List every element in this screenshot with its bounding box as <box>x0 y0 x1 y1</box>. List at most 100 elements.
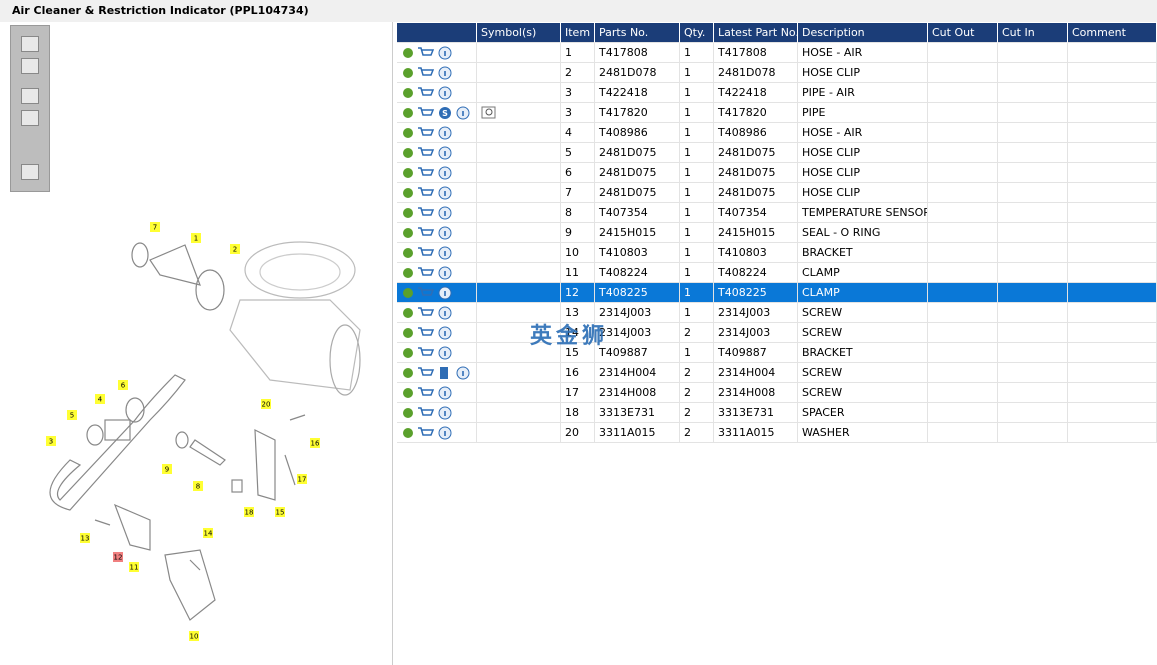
gear-icon[interactable] <box>403 88 413 98</box>
column-header[interactable]: Symbol(s) <box>477 23 561 43</box>
callout-box[interactable] <box>95 394 105 404</box>
badge-icon[interactable] <box>439 107 451 119</box>
callout-box[interactable] <box>193 481 203 491</box>
cart-icon[interactable] <box>418 107 435 116</box>
cart-icon[interactable] <box>418 87 435 96</box>
column-header[interactable]: Latest Part No. <box>714 23 798 43</box>
table-row[interactable]: 11 T408224 1 T408224 CLAMP <box>397 263 1157 283</box>
callout-label[interactable]: 10 <box>190 633 199 641</box>
table-row[interactable]: 4 T408986 1 T408986 HOSE - AIR <box>397 123 1157 143</box>
callout-box[interactable] <box>113 552 123 562</box>
cart-icon[interactable] <box>418 347 435 356</box>
column-header[interactable]: Cut Out <box>928 23 998 43</box>
callout-box[interactable] <box>191 233 201 243</box>
table-row[interactable]: 16 2314H004 2 2314H004 SCREW <box>397 363 1157 383</box>
cart-icon[interactable] <box>418 387 435 396</box>
cart-icon[interactable] <box>418 67 435 76</box>
gear-icon[interactable] <box>403 348 413 358</box>
table-row[interactable]: 14 2314J003 2 2314J003 SCREW <box>397 323 1157 343</box>
table-row[interactable]: 5 2481D075 1 2481D075 HOSE CLIP <box>397 143 1157 163</box>
cart-icon[interactable] <box>418 227 435 236</box>
callout-box[interactable] <box>261 399 271 409</box>
gear-icon[interactable] <box>403 208 413 218</box>
gear-icon[interactable] <box>403 388 413 398</box>
callout-label[interactable]: 18 <box>245 509 254 517</box>
table-row[interactable]: 17 2314H008 2 2314H008 SCREW <box>397 383 1157 403</box>
callout-box[interactable] <box>275 507 285 517</box>
callout-box[interactable] <box>297 474 307 484</box>
callout-box[interactable] <box>46 436 56 446</box>
callout-box[interactable] <box>118 380 128 390</box>
callout-box[interactable] <box>129 562 139 572</box>
gear-icon[interactable] <box>403 368 413 378</box>
callout-box[interactable] <box>230 244 240 254</box>
callout-box[interactable] <box>150 222 160 232</box>
column-header[interactable]: Comment <box>1068 23 1157 43</box>
callout-label[interactable]: 12 <box>114 554 123 562</box>
view-icon[interactable] <box>481 105 497 121</box>
gear-icon[interactable] <box>403 248 413 258</box>
gear-icon[interactable] <box>403 128 413 138</box>
callout-label[interactable]: 2 <box>233 246 237 254</box>
table-row[interactable]: 10 T410803 1 T410803 BRACKET <box>397 243 1157 263</box>
callout-label[interactable]: 11 <box>130 564 139 572</box>
callout-label[interactable]: 16 <box>311 440 320 448</box>
table-row[interactable]: S 3 T417820 1 T417820 PIPE <box>397 103 1157 123</box>
gear-icon[interactable] <box>403 188 413 198</box>
table-row[interactable]: 3 T422418 1 T422418 PIPE - AIR <box>397 83 1157 103</box>
callout-label[interactable]: 9 <box>165 466 169 474</box>
table-row[interactable]: 2 2481D078 1 2481D078 HOSE CLIP <box>397 63 1157 83</box>
doc-icon[interactable] <box>440 367 448 379</box>
zoom-out-button[interactable] <box>21 58 39 74</box>
actual-size-button[interactable] <box>21 110 39 126</box>
table-row[interactable]: 8 T407354 1 T407354 TEMPERATURE SENSOR <box>397 203 1157 223</box>
gear-icon[interactable] <box>403 328 413 338</box>
callout-label[interactable]: 8 <box>196 483 200 491</box>
column-header[interactable]: Item <box>561 23 595 43</box>
cart-icon[interactable] <box>418 47 435 56</box>
callout-label[interactable]: 7 <box>153 224 157 232</box>
gear-icon[interactable] <box>403 168 413 178</box>
cart-icon[interactable] <box>418 147 435 156</box>
zoom-in-button[interactable] <box>21 36 39 52</box>
callout-box[interactable] <box>189 631 199 641</box>
table-row[interactable]: 7 2481D075 1 2481D075 HOSE CLIP <box>397 183 1157 203</box>
cart-icon[interactable] <box>418 427 435 436</box>
callout-label[interactable]: 15 <box>276 509 285 517</box>
table-row[interactable]: 6 2481D075 1 2481D075 HOSE CLIP <box>397 163 1157 183</box>
cart-icon[interactable] <box>418 327 435 336</box>
cart-icon[interactable] <box>418 207 435 216</box>
callout-label[interactable]: 6 <box>121 382 126 390</box>
table-row[interactable]: 15 T409887 1 T409887 BRACKET <box>397 343 1157 363</box>
gear-icon[interactable] <box>403 268 413 278</box>
cart-icon[interactable] <box>418 267 435 276</box>
callout-box[interactable] <box>310 438 320 448</box>
callout-box[interactable] <box>67 410 77 420</box>
callout-label[interactable]: 5 <box>70 412 74 420</box>
gear-icon[interactable] <box>403 108 413 118</box>
callout-label[interactable]: 13 <box>81 535 90 543</box>
cart-icon[interactable] <box>418 127 435 136</box>
table-row[interactable]: 12 T408225 1 T408225 CLAMP <box>397 283 1157 303</box>
callout-label[interactable]: 1 <box>194 235 198 243</box>
callout-box[interactable] <box>203 528 213 538</box>
cart-icon[interactable] <box>418 307 435 316</box>
cart-icon[interactable] <box>418 407 435 416</box>
cart-icon[interactable] <box>418 247 435 256</box>
table-row[interactable]: 9 2415H015 1 2415H015 SEAL - O RING <box>397 223 1157 243</box>
gear-icon[interactable] <box>403 228 413 238</box>
table-row[interactable]: 18 3313E731 2 3313E731 SPACER <box>397 403 1157 423</box>
column-header[interactable]: Cut In <box>998 23 1068 43</box>
callout-box[interactable] <box>162 464 172 474</box>
table-row[interactable]: 1 T417808 1 T417808 HOSE - AIR <box>397 43 1157 63</box>
cart-icon[interactable] <box>418 287 435 296</box>
table-row[interactable]: 20 3311A015 2 3311A015 WASHER <box>397 423 1157 443</box>
callout-label[interactable]: 4 <box>98 396 103 404</box>
gear-icon[interactable] <box>403 148 413 158</box>
export-button[interactable] <box>21 164 39 180</box>
callout-box[interactable] <box>244 507 254 517</box>
gear-icon[interactable] <box>403 408 413 418</box>
gear-icon[interactable] <box>403 308 413 318</box>
gear-icon[interactable] <box>403 428 413 438</box>
cart-icon[interactable] <box>418 367 435 376</box>
